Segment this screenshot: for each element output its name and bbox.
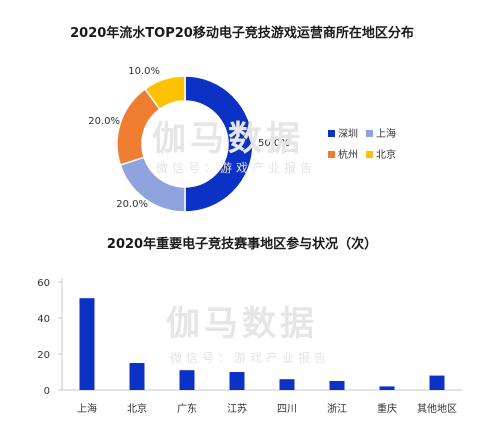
watermark: 伽马数据 微信号：游戏产业报告 伽马数据 微信号：游戏产业报告 <box>152 119 330 365</box>
watermark-sub: 微信号：游戏产业报告 <box>156 160 316 175</box>
legend-swatch <box>328 151 335 158</box>
legend-swatch <box>328 130 335 137</box>
watermark-main-2: 伽马数据 <box>166 304 318 344</box>
y-tick-label: 60 <box>37 278 50 289</box>
y-tick-label: 40 <box>37 314 50 325</box>
pie-slice-1 <box>184 75 254 213</box>
y-tick-label: 0 <box>44 386 50 397</box>
bar-chart: 0 20 40 60 上海 北京 广东 江苏 四川 浙江 重庆 其他地区 <box>37 278 462 415</box>
bar-1 <box>79 298 95 390</box>
bar-3 <box>179 370 195 390</box>
watermark-sub-2: 微信号：游戏产业报告 <box>170 350 330 365</box>
pie-slice-label: 20.0% <box>88 116 120 127</box>
legend-swatch <box>366 151 373 158</box>
bar-7 <box>379 386 395 390</box>
bar-5 <box>279 379 295 390</box>
legend-label: 北京 <box>376 148 396 161</box>
donut-chart: 50.0% 20.0% 20.0% 10.0% <box>88 66 290 213</box>
bar-chart-title: 2020年重要电子竞技赛事地区参与状况（次） <box>106 237 378 252</box>
legend-label: 杭州 <box>338 148 358 161</box>
x-tick-label: 重庆 <box>377 402 397 415</box>
y-tick-label: 20 <box>37 350 50 361</box>
x-tick-label: 江苏 <box>227 402 247 415</box>
legend-label: 上海 <box>376 127 396 140</box>
bar-6 <box>329 381 345 390</box>
pie-slice-label: 10.0% <box>128 66 160 77</box>
x-tick-label: 其他地区 <box>417 402 457 415</box>
legend-swatch <box>366 130 373 137</box>
pie-chart-title: 2020年流水TOP20移动电子竞技游戏运营商所在地区分布 <box>70 26 414 41</box>
pie-slice-label: 20.0% <box>116 199 148 210</box>
x-tick-label: 四川 <box>277 404 297 415</box>
watermark-main: 伽马数据 <box>152 119 304 159</box>
legend-label: 深圳 <box>338 128 358 140</box>
bar-2 <box>129 363 145 390</box>
x-tick-label: 上海 <box>77 402 97 415</box>
x-tick-label: 浙江 <box>327 403 347 415</box>
bar-8 <box>429 375 445 390</box>
pie-slice-4 <box>143 75 186 111</box>
x-tick-label: 广东 <box>177 402 197 415</box>
x-tick-label: 北京 <box>127 402 147 415</box>
bar-4 <box>229 372 245 390</box>
pie-slice-label: 50.0% <box>258 138 290 149</box>
